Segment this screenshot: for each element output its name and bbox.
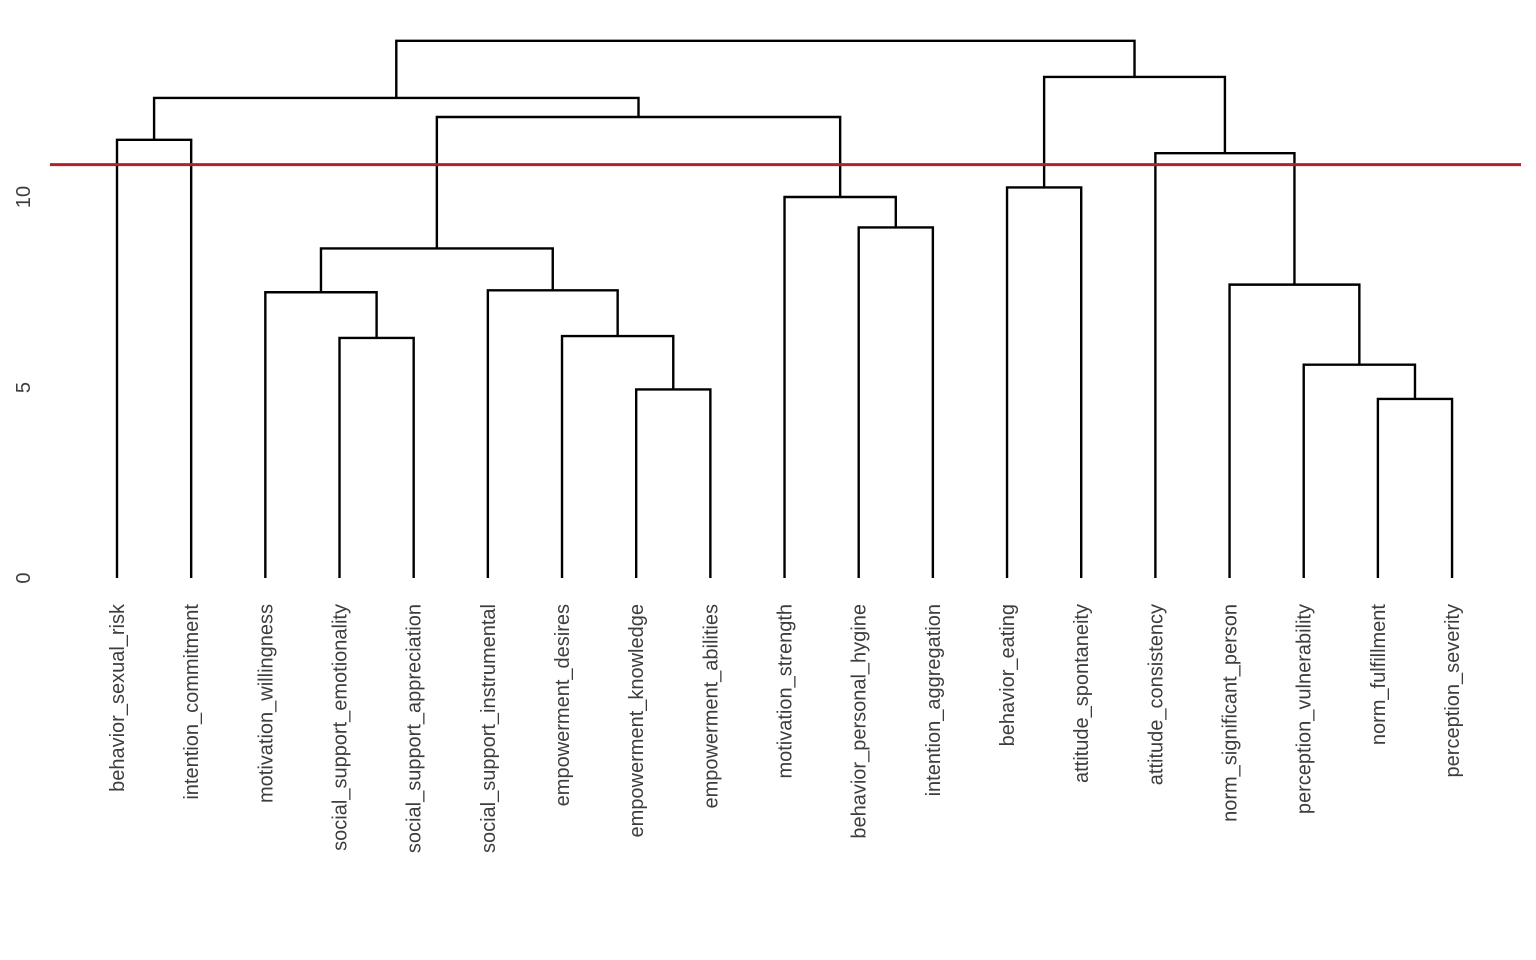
cluster-link [395,39,1136,98]
leaf-label: social_support_emotionality [330,604,352,851]
cluster-link [486,289,619,578]
leaf-label: attitude_spontaneity [1071,604,1093,783]
cluster-link [264,291,378,578]
cluster-link [1228,283,1361,578]
leaf-label: empowerment_abilities [700,604,722,809]
y-axis-tick-label: 10 [13,186,35,208]
leaf-label: motivation_willingness [255,604,277,803]
y-axis-tick-label: 0 [13,572,35,583]
cluster-link [1042,75,1227,188]
cluster-link [560,334,675,578]
dendrogram-links [115,39,1454,578]
leaf-label: behavior_personal_hygine [849,604,871,839]
cluster-link [783,195,897,578]
cluster-link [634,388,712,578]
cluster-link [857,226,935,578]
leaf-label: motivation_strength [775,604,797,779]
y-axis-tick-label: 5 [13,382,35,393]
leaf-label: behavior_eating [997,604,1019,746]
cluster-link [152,96,640,140]
cluster-link [1302,363,1417,578]
leaf-label: behavior_sexual_risk [107,603,129,792]
leaf-label: norm_fulfillment [1368,604,1390,746]
cluster-link [1376,397,1454,578]
y-axis-tick-labels: 0 5 10 [13,186,35,584]
leaf-label: norm_significant_person [1220,604,1242,822]
leaf-label: social_support_instrumental [478,604,500,853]
cluster-link [435,115,842,249]
cluster-link [1005,186,1083,578]
leaf-labels: behavior_sexual_risk intention_commitment… [107,603,1464,853]
leaf-label: perception_severity [1442,604,1464,777]
leaf-label: empowerment_desires [552,604,574,806]
leaf-label: empowerment_knowledge [626,604,648,837]
cluster-link [319,247,554,293]
leaf-label: attitude_consistency [1145,604,1167,785]
leaf-label: perception_vulnerability [1294,604,1316,814]
leaf-label: intention_aggregation [923,604,945,796]
cluster-link [338,336,415,578]
cluster-link [115,138,193,578]
leaf-label: intention_commitment [181,604,203,800]
cluster-link [1154,151,1296,578]
leaf-label: social_support_appreciation [404,604,426,853]
